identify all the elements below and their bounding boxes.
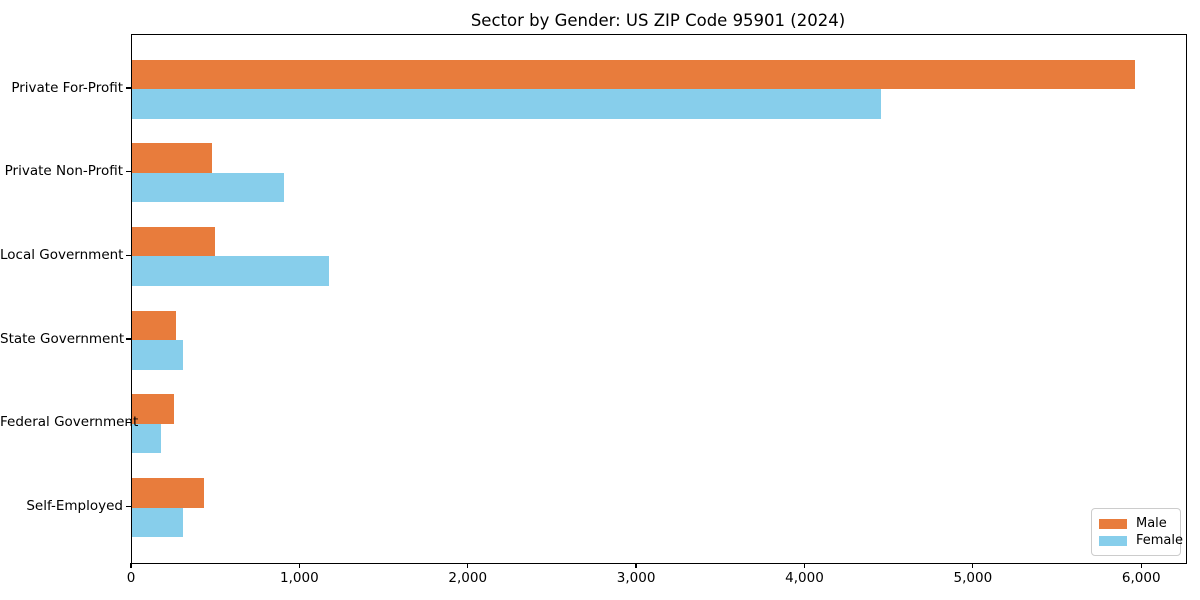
bar-female-4 <box>132 340 183 370</box>
x-tick-label: 4,000 <box>785 570 824 586</box>
x-tick-mark <box>635 563 637 568</box>
bar-male-4 <box>132 310 176 341</box>
bar-male-1 <box>132 59 1136 89</box>
legend-entry-female: Female <box>1099 532 1183 549</box>
legend-label-female: Female <box>1136 533 1184 548</box>
x-tick-mark <box>972 563 974 568</box>
bar-male-2 <box>132 143 212 173</box>
y-axis-labels: Private For-Profit Private Non-Profit Loca… <box>0 0 139 600</box>
y-tick-mark <box>126 254 131 257</box>
legend-label-male: Male <box>1136 516 1167 531</box>
x-tick-label: 0 <box>126 570 136 586</box>
female-swatch-icon <box>1099 535 1127 546</box>
category-label: State Government <box>0 330 125 347</box>
plot-area <box>131 34 1187 564</box>
y-tick-mark <box>126 338 131 340</box>
bar-female-2 <box>132 172 284 203</box>
y-tick-mark <box>126 171 131 173</box>
bar-female-3 <box>132 256 329 286</box>
category-label: Federal Government <box>0 414 139 431</box>
category-label: Private Non-Profit <box>4 163 123 180</box>
bar-female-6 <box>132 507 184 537</box>
x-tick-label: 1,000 <box>280 570 319 586</box>
legend-entry-male: Male <box>1099 515 1172 532</box>
category-label: Private For-Profit <box>11 79 123 96</box>
x-tick-mark <box>130 563 132 568</box>
legend: Male Female <box>1091 508 1183 556</box>
category-label: Local Government <box>0 246 124 263</box>
x-tick-label: 6,000 <box>1121 570 1161 586</box>
bar-male-6 <box>132 478 205 508</box>
x-tick-mark <box>467 563 469 568</box>
bar-male-5 <box>132 394 175 424</box>
y-tick-mark <box>126 422 131 424</box>
x-tick-mark <box>298 563 301 568</box>
chart-title: Sector by Gender: US ZIP Code 95901 (202… <box>470 11 846 30</box>
x-tick-label: 5,000 <box>953 570 993 586</box>
y-axis-ticks <box>0 0 131 600</box>
male-swatch-icon <box>1099 518 1127 529</box>
bar-male-3 <box>132 226 215 257</box>
category-label: Self-Employed <box>26 498 123 514</box>
x-tick-label: 3,000 <box>616 570 656 586</box>
x-tick-mark <box>803 563 806 568</box>
y-tick-mark <box>126 505 131 508</box>
bar-female-1 <box>132 89 882 119</box>
x-tick-mark <box>1140 563 1142 568</box>
bar-female-5 <box>132 423 162 454</box>
y-tick-mark <box>126 87 131 89</box>
x-tick-label: 2,000 <box>448 570 488 586</box>
